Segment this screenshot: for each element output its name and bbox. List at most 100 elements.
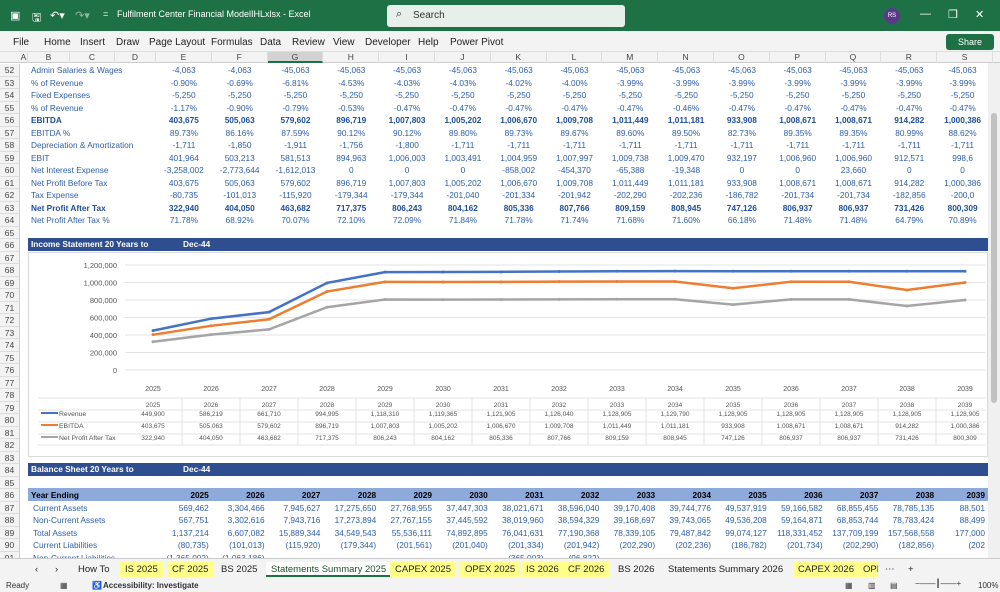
cell-value[interactable]: -1,911 xyxy=(284,140,307,150)
cell-value[interactable]: -4.00% xyxy=(561,77,588,88)
more-tabs-icon[interactable]: ⋯ xyxy=(885,564,895,575)
cell-value[interactable]: (80,735) xyxy=(177,540,209,550)
column-header-L[interactable]: L xyxy=(547,52,603,63)
menu-developer[interactable]: Developer xyxy=(365,37,411,48)
row-header-67[interactable]: 67 xyxy=(0,251,20,264)
cell-value[interactable]: -3.99% xyxy=(728,77,756,88)
data-point[interactable] xyxy=(325,305,329,309)
column-header-Q[interactable]: Q xyxy=(826,52,882,63)
cell-value[interactable]: 89.67% xyxy=(560,127,589,138)
cell-value[interactable]: -5,250 xyxy=(172,90,196,100)
data-point[interactable] xyxy=(847,269,851,273)
cell-value[interactable]: -1,711 xyxy=(507,140,531,150)
cell-value[interactable]: 78,339,105 xyxy=(613,527,656,538)
cell-value[interactable]: -4.53% xyxy=(338,77,365,88)
cell-value[interactable]: 0 xyxy=(348,165,354,175)
cell-value[interactable]: 1,008,671 xyxy=(835,115,872,125)
data-point[interactable] xyxy=(673,280,677,284)
row-header-76[interactable]: 76 xyxy=(0,364,20,377)
sheet-tab[interactable]: CAPEX 2026 xyxy=(793,562,859,577)
cell-value[interactable]: 1,011,181 xyxy=(667,115,705,125)
cell-value[interactable]: -5,250 xyxy=(674,90,698,100)
data-point[interactable] xyxy=(789,297,793,301)
cell-value[interactable]: -186,782 xyxy=(725,190,759,200)
cell-value[interactable]: -4,063 xyxy=(227,65,252,75)
row-header-69[interactable]: 69 xyxy=(0,276,20,289)
cell-value[interactable]: (201,942) xyxy=(563,540,600,550)
cell-value[interactable]: -3,258,002 xyxy=(164,165,204,175)
cell-value[interactable]: 912,571 xyxy=(894,152,925,163)
row-header-61[interactable]: 61 xyxy=(0,176,20,189)
cell-value[interactable]: -3.99% xyxy=(617,77,644,88)
cell-value[interactable]: 38,019,960 xyxy=(502,515,544,525)
data-point[interactable] xyxy=(905,269,909,273)
row-header-52[interactable]: 52 xyxy=(0,64,20,77)
cell-value[interactable]: 88.62% xyxy=(948,127,977,138)
cell-value[interactable]: (201,561) xyxy=(396,540,432,550)
row-header-78[interactable]: 78 xyxy=(0,389,20,402)
cell-value[interactable]: 1,009,738 xyxy=(611,152,649,163)
data-point[interactable] xyxy=(151,340,155,344)
cell-value[interactable]: 581,513 xyxy=(280,152,311,163)
cell-value[interactable]: 0 xyxy=(404,165,410,175)
cell-value[interactable]: 3,302,616 xyxy=(227,515,265,525)
menu-view[interactable]: View xyxy=(333,37,355,48)
row-header-54[interactable]: 54 xyxy=(0,89,20,102)
cell-value[interactable]: (179,344) xyxy=(340,540,377,550)
row-header-55[interactable]: 55 xyxy=(0,101,20,114)
cell-value[interactable]: 1,005,202 xyxy=(444,177,482,188)
cell-value[interactable]: -1,612,013 xyxy=(275,165,316,175)
cell-value[interactable]: 79,487,842 xyxy=(669,527,711,538)
year-header[interactable]: 2036 xyxy=(804,490,823,500)
cell-value[interactable]: -5,250 xyxy=(395,90,419,100)
cell-value[interactable]: -201,040 xyxy=(446,190,480,200)
row-header-53[interactable]: 53 xyxy=(0,76,20,89)
macro-icon[interactable]: ▦ xyxy=(60,581,68,590)
column-header-P[interactable]: P xyxy=(770,52,826,63)
sheet-tab[interactable]: IS 2025 xyxy=(120,562,163,577)
cell-value[interactable]: 1,008,671 xyxy=(779,115,817,125)
column-header-H[interactable]: H xyxy=(323,52,380,63)
sheet-tab[interactable]: OPEX 2025 xyxy=(460,562,521,577)
cell-value[interactable]: -0.47% xyxy=(393,102,421,113)
close-icon[interactable]: ✕ xyxy=(975,9,985,21)
cell-value[interactable]: (202,236) xyxy=(675,540,711,550)
column-header-F[interactable]: F xyxy=(212,52,268,63)
cell-value[interactable]: 39,170,408 xyxy=(613,502,656,513)
avatar[interactable]: RS xyxy=(884,8,900,24)
menu-data[interactable]: Data xyxy=(260,37,282,48)
share-button[interactable]: Share xyxy=(946,34,994,50)
year-header[interactable]: 2031 xyxy=(525,490,544,500)
cell-value[interactable]: 71.60% xyxy=(672,215,701,225)
data-point[interactable] xyxy=(383,270,387,274)
data-point[interactable] xyxy=(731,286,735,290)
cell-value[interactable]: 932,197 xyxy=(726,152,757,163)
cell-value[interactable]: 1,003,491 xyxy=(444,152,482,163)
sheet-tab[interactable]: IS 2026 xyxy=(521,562,564,577)
cell-value[interactable]: 89.80% xyxy=(448,127,477,138)
cell-value[interactable]: -201,734 xyxy=(837,190,870,200)
column-header-C[interactable]: C xyxy=(70,52,115,63)
cell-value[interactable]: -0.47% xyxy=(840,102,867,113)
row-header-83[interactable]: 83 xyxy=(0,451,20,464)
cell-value[interactable]: -0.47% xyxy=(896,102,923,113)
cell-value[interactable]: -0.47% xyxy=(505,102,532,113)
cell-value[interactable]: -45,063 xyxy=(672,65,701,75)
cell-value[interactable]: -45,063 xyxy=(616,65,645,75)
cell-value[interactable]: 1,004,959 xyxy=(500,152,538,163)
cell-value[interactable]: (201,334) xyxy=(508,540,544,550)
cell-value[interactable]: 71.48% xyxy=(783,215,812,225)
vertical-scrollbar[interactable] xyxy=(988,63,1000,558)
cell-value[interactable]: 1,006,670 xyxy=(500,115,538,125)
cell-value[interactable]: 806,937 xyxy=(838,202,869,213)
sheet-tab[interactable]: CF 2026 xyxy=(563,562,610,577)
cell-value[interactable]: -1,711 xyxy=(897,140,921,150)
cell-value[interactable]: 17,273,894 xyxy=(334,515,377,525)
row-header-73[interactable]: 73 xyxy=(0,326,20,339)
data-point[interactable] xyxy=(557,269,561,273)
sheet-tab[interactable]: OPE xyxy=(858,562,878,577)
row-header-81[interactable]: 81 xyxy=(0,426,20,439)
cell-value[interactable]: 49,537,919 xyxy=(725,502,767,513)
row-header-77[interactable]: 77 xyxy=(0,376,20,389)
column-header-K[interactable]: K xyxy=(491,52,547,63)
